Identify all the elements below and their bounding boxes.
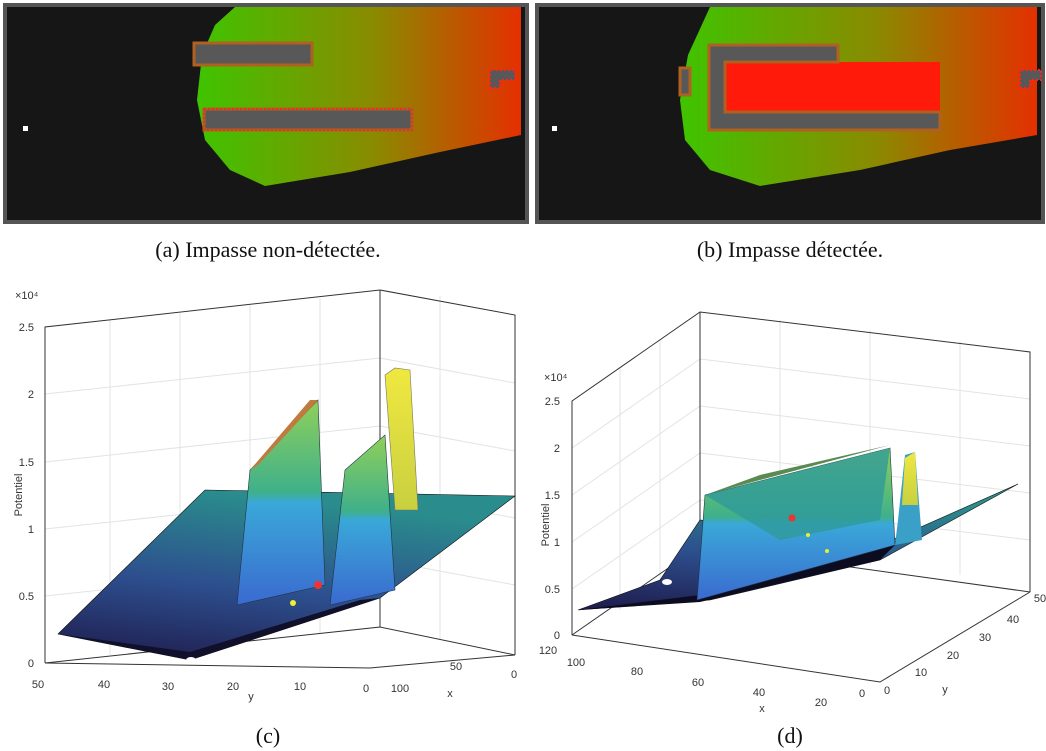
tick-label: 100 xyxy=(391,683,409,695)
tick-label: 1.5 xyxy=(545,490,560,502)
tick-label: 0.5 xyxy=(19,591,34,603)
tick-label: 2 xyxy=(28,389,34,401)
tick-label: 20 xyxy=(815,697,827,709)
tick-label: 0 xyxy=(511,669,517,681)
tick-label: 40 xyxy=(753,687,765,699)
tick-label: 20 xyxy=(227,681,239,693)
tick-label: 100 xyxy=(567,657,585,669)
tick-label: 60 xyxy=(692,677,704,689)
tick-label: 2.5 xyxy=(19,322,34,334)
tick-label: 50 xyxy=(32,679,44,691)
tick-label: 20 xyxy=(947,650,959,662)
tick-label: 2 xyxy=(554,443,560,455)
axis-label: Potentiel xyxy=(540,504,552,547)
tick-label: 0 xyxy=(554,630,560,642)
multiplier: ×10⁴ xyxy=(544,372,568,384)
axis-label: x xyxy=(447,688,453,700)
tick-label: 0 xyxy=(363,683,369,695)
plot-c: ×10⁴ Potentiel 0 0.5 1 1.5 2 2.5 50 40 3… xyxy=(13,289,517,703)
tick-label: 0 xyxy=(859,688,865,700)
tick-label: 1.5 xyxy=(19,457,34,469)
caption: (a) Impasse non-détectée. xyxy=(155,237,380,262)
tick-label: 2.5 xyxy=(545,396,560,408)
plot-d: ×10⁴ Potentiel 0 0.5 1 1.5 2 2.5 120 100… xyxy=(539,311,1046,715)
map-b xyxy=(535,3,1045,224)
axis-label: Potentiel xyxy=(13,474,25,517)
caption: (b) Impasse détectée. xyxy=(697,237,883,262)
tick-label: 50 xyxy=(450,661,462,673)
tick-label: 50 xyxy=(1034,593,1046,605)
tick-label: 80 xyxy=(631,666,643,678)
caption: (c) xyxy=(256,723,280,748)
tick-label: 1 xyxy=(28,524,34,536)
axis-label: y xyxy=(942,684,948,696)
axis-label: x xyxy=(759,703,765,715)
tick-label: 120 xyxy=(539,645,557,657)
tick-label: 40 xyxy=(98,679,110,691)
multiplier: ×10⁴ xyxy=(15,290,39,302)
tick-label: 30 xyxy=(162,681,174,693)
tick-label: 40 xyxy=(1007,614,1019,626)
tick-label: 10 xyxy=(915,667,927,679)
map-a xyxy=(3,3,529,224)
axis-label: y xyxy=(248,691,254,703)
tick-label: 0.5 xyxy=(545,584,560,596)
tick-label: 1 xyxy=(554,537,560,549)
tick-label: 30 xyxy=(979,632,991,644)
tick-label: 10 xyxy=(294,681,306,693)
caption: (d) xyxy=(777,723,803,748)
tick-label: 0 xyxy=(884,685,890,697)
tick-label: 0 xyxy=(28,658,34,670)
